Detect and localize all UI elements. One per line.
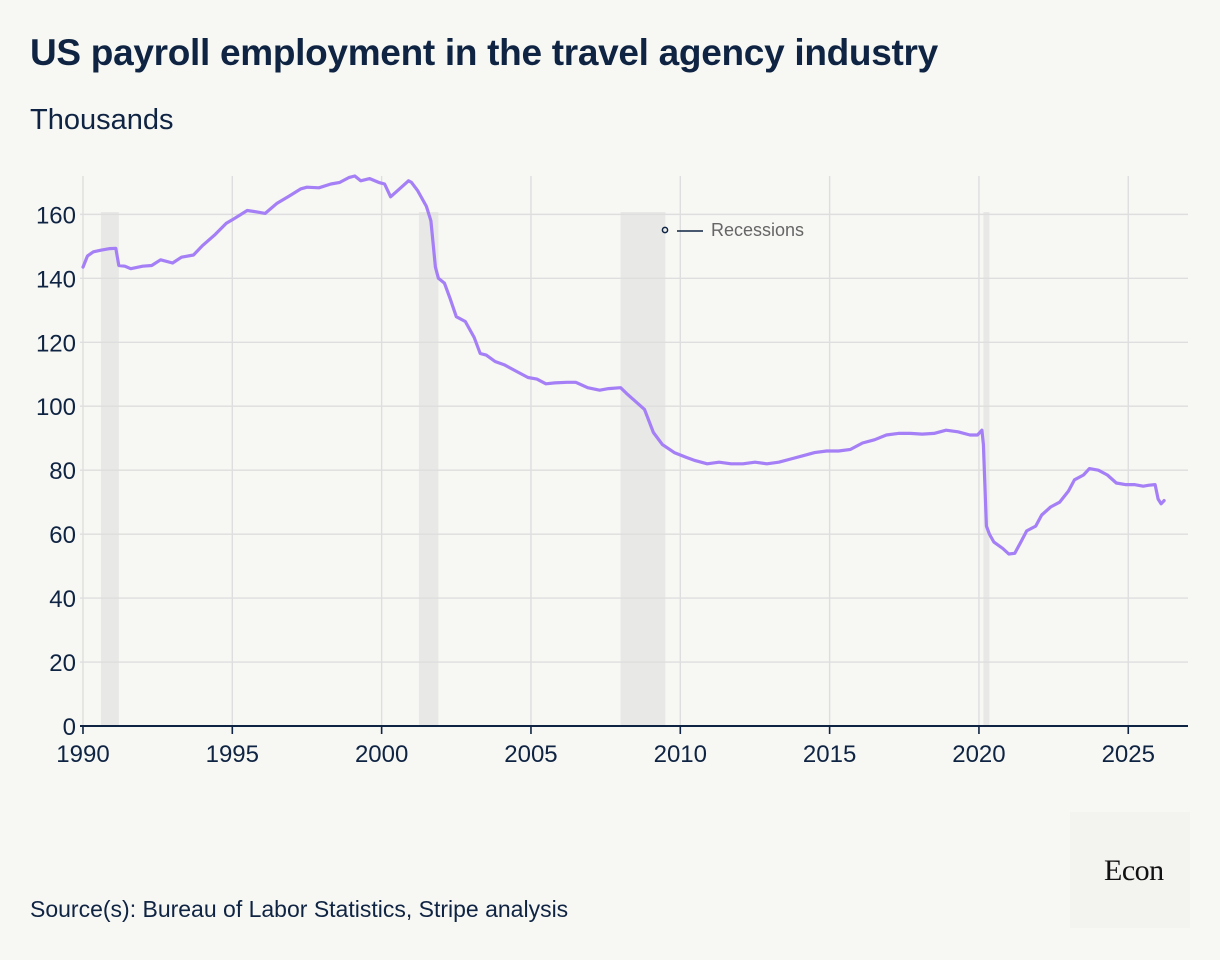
x-tick-label-2005: 2005: [504, 741, 557, 768]
x-tick-label-2015: 2015: [803, 741, 856, 768]
recession-band-2: [418, 212, 439, 726]
source-note: Source(s): Bureau of Labor Statistics, S…: [30, 896, 569, 922]
legend: Recessions: [661, 220, 804, 240]
y-tick-label-0: 0: [63, 714, 76, 741]
chart-subtitle: Thousands: [30, 104, 174, 136]
y-tick-label-40: 40: [49, 586, 76, 613]
x-tick-label-2010: 2010: [654, 741, 707, 768]
legend-marker-icon: [661, 226, 669, 234]
y-tick-label-160: 160: [36, 202, 76, 229]
recession-band-3: [620, 212, 666, 726]
series-layer: [81, 174, 1166, 556]
x-tick-label-1990: 1990: [56, 741, 109, 768]
recession-bands: [100, 212, 990, 726]
brand-name: Econ: [1104, 854, 1164, 887]
y-tick-label-20: 20: [49, 650, 76, 677]
recession-band-4: [983, 212, 990, 726]
x-tick-label-2025: 2025: [1102, 741, 1155, 768]
y-tick-label-60: 60: [49, 522, 76, 549]
brand-logo: Econ: [1070, 812, 1190, 928]
series-line-1: [81, 174, 1166, 556]
y-tick-label-80: 80: [49, 458, 76, 485]
y-tick-label-120: 120: [36, 330, 76, 357]
y-tick-label-140: 140: [36, 266, 76, 293]
x-tick-label-2020: 2020: [952, 741, 1005, 768]
chart-title: US payroll employment in the travel agen…: [30, 32, 938, 73]
legend-label: Recessions: [711, 220, 804, 240]
axes: 1990 1995 2000 2005 2010 2015 2020 2025 0 20 40 60 8…: [36, 202, 1188, 768]
x-tick-label-2000: 2000: [355, 741, 408, 768]
y-tick-label-100: 100: [36, 394, 76, 421]
recession-band-1: [100, 212, 119, 726]
x-tick-label-1995: 1995: [206, 741, 259, 768]
